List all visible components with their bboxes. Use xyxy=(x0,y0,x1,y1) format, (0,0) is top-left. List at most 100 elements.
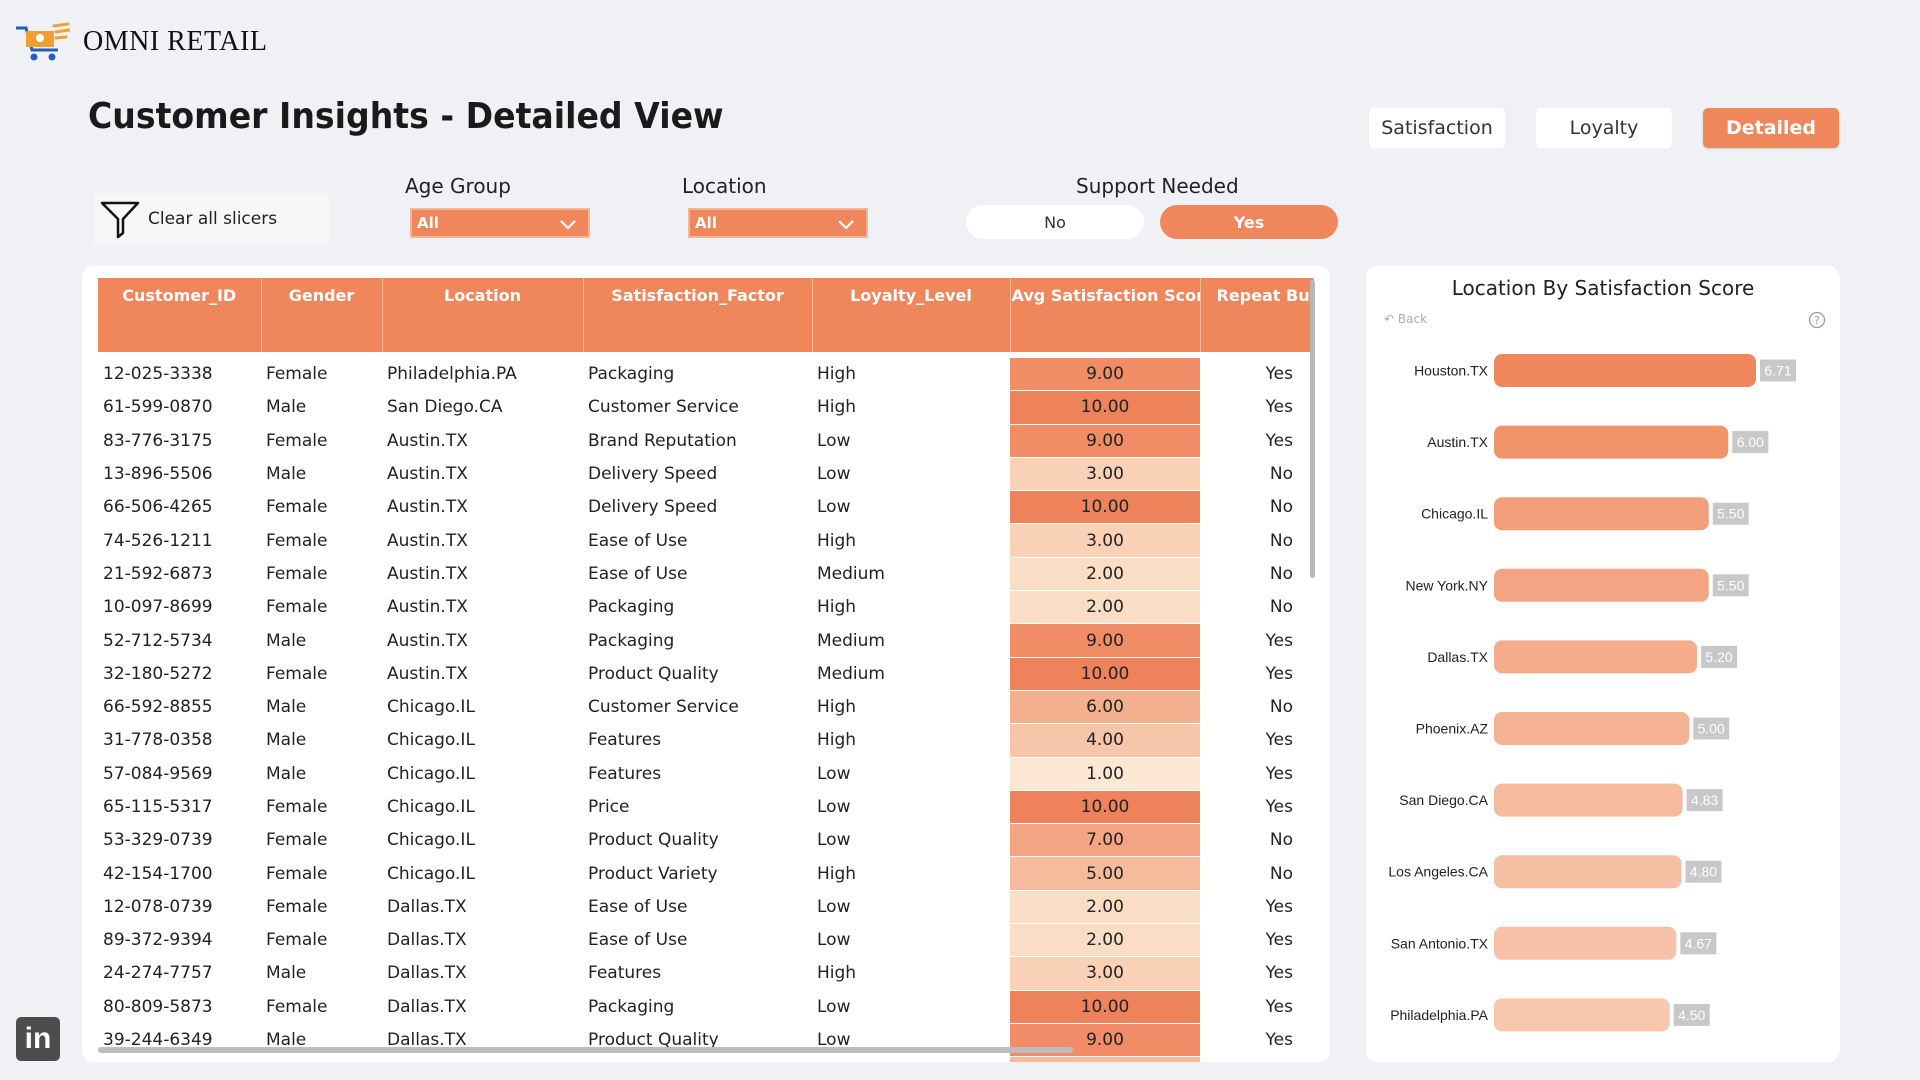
column-header-gender[interactable]: Gender xyxy=(261,278,383,352)
vertical-scrollbar[interactable] xyxy=(1310,280,1315,578)
cell-avg-score: 2.00 xyxy=(1010,557,1200,592)
cell-satisfaction-factor: Features xyxy=(588,763,662,784)
cell-location: Chicago.IL xyxy=(387,863,475,884)
bar[interactable] xyxy=(1494,568,1709,602)
table-row[interactable]: 10-097-8699 Female Austin.TX Packaging High 2… xyxy=(98,590,1313,625)
back-button[interactable]: ↶ Back xyxy=(1384,312,1427,326)
horizontal-scrollbar[interactable] xyxy=(98,1047,1073,1053)
bar-category-label: Phoenix.AZ xyxy=(1416,721,1489,737)
chart-panel: Houston.TX 6.71 Austin.TX 6.00 Chicago.IL 5.5… xyxy=(1366,266,1840,1062)
table-row[interactable]: 66-592-8855 Male Chicago.IL Customer Servic… xyxy=(98,690,1313,725)
back-arrow-icon: ↶ xyxy=(1384,312,1395,326)
bar[interactable] xyxy=(1494,354,1756,387)
help-icon[interactable]: ? xyxy=(1808,311,1826,329)
table-row[interactable]: 12-078-0739 Female Dallas.TX Ease of Use Low… xyxy=(98,890,1313,925)
cell-satisfaction-factor: Product Quality xyxy=(588,830,719,851)
cell-gender: Male xyxy=(266,697,307,718)
cell-loyalty-level: Low xyxy=(817,830,851,851)
bar[interactable] xyxy=(1494,712,1690,745)
bar-value-badge xyxy=(1712,574,1749,597)
cell-repeat-buy: Yes xyxy=(1265,663,1293,684)
table-row[interactable]: 12-025-3338 Female Philadelphia.PA Packagin… xyxy=(98,358,1313,392)
cell-repeat-buy: No xyxy=(1269,563,1293,584)
bar-category-label: Chicago.IL xyxy=(1421,506,1488,522)
bar[interactable] xyxy=(1494,497,1709,531)
table-row[interactable]: 74-526-1211 Female Austin.TX Ease of Use Hig… xyxy=(98,523,1313,558)
cell-avg-score: 10.00 xyxy=(1010,790,1200,825)
cell-customer-id: 13-896-5506 xyxy=(103,464,213,485)
table-row[interactable]: 83-776-3175 Female Austin.TX Brand Reputati… xyxy=(98,424,1313,458)
back-label: Back xyxy=(1397,312,1428,326)
cell-repeat-buy: Yes xyxy=(1265,1030,1293,1051)
cell-repeat-buy: No xyxy=(1269,830,1293,851)
cell-customer-id: 12-025-3338 xyxy=(103,364,213,385)
table-row[interactable]: 57-084-9569 Male Chicago.IL Features Low 1.00… xyxy=(98,757,1313,791)
age-group-dropdown[interactable]: All xyxy=(410,208,590,238)
linkedin-icon[interactable]: in xyxy=(16,1017,60,1061)
table-row[interactable]: 42-154-1700 Female Chicago.IL Product Varie… xyxy=(98,856,1313,891)
bar[interactable] xyxy=(1494,640,1698,674)
column-header-satisfaction-factor[interactable]: Satisfaction_Factor xyxy=(583,278,813,352)
cell-avg-score: 10.00 xyxy=(1010,657,1200,691)
table-row[interactable]: 65-115-5317 Female Chicago.IL Price Low 10.00… xyxy=(98,790,1313,825)
bar[interactable] xyxy=(1494,425,1729,459)
cell-gender: Female xyxy=(266,430,328,451)
cell-satisfaction-factor: Ease of Use xyxy=(588,930,688,951)
cell-customer-id: 61-599-0870 xyxy=(103,397,213,418)
bar-category-label: Dallas.TX xyxy=(1427,649,1488,665)
cell-customer-id: 80-809-5873 xyxy=(103,996,213,1017)
cell-avg-score: 3.00 xyxy=(1010,956,1200,991)
nav-detailed-button[interactable]: Detailed xyxy=(1703,108,1839,148)
location-dropdown[interactable]: All xyxy=(688,208,868,238)
table-row[interactable]: 89-372-9394 Female Dallas.TX Ease of Use Low… xyxy=(98,923,1313,958)
table-row[interactable]: 66-506-4265 Female Austin.TX Delivery Speed… xyxy=(98,490,1313,525)
cell-location: Dallas.TX xyxy=(387,996,467,1017)
bar-value-label: 6.00 xyxy=(1737,434,1764,450)
cell-customer-id: 32-180-5272 xyxy=(103,663,213,684)
table-row[interactable]: 31-778-0358 Male Chicago.IL Features High 4.0… xyxy=(98,723,1313,758)
nav-satisfaction-button[interactable]: Satisfaction xyxy=(1369,108,1505,148)
cell-loyalty-level: Low xyxy=(817,464,851,485)
table-row[interactable]: 30-737-8314MaleHouston.TXCustomer Servic… xyxy=(98,1056,1313,1062)
chevron-down-icon xyxy=(838,220,854,230)
cell-customer-id: 21-592-6873 xyxy=(103,563,213,584)
cell-location: Chicago.IL xyxy=(387,730,475,751)
bar[interactable] xyxy=(1494,855,1682,889)
bar-value-badge xyxy=(1686,789,1723,812)
bar[interactable] xyxy=(1494,998,1670,1032)
cell-gender: Female xyxy=(266,530,328,551)
cell-satisfaction-factor: Ease of Use xyxy=(588,896,688,917)
cell-satisfaction-factor: Packaging xyxy=(588,597,675,618)
cell-satisfaction-factor: Product Variety xyxy=(588,863,718,884)
table-row[interactable]: 24-274-7757 Male Dallas.TX Features High 3.00… xyxy=(98,956,1313,991)
bar-value-badge xyxy=(1685,860,1722,883)
cell-satisfaction-factor: Customer Service xyxy=(583,1057,812,1062)
support-no-toggle[interactable]: No xyxy=(966,205,1144,239)
bar-value-badge xyxy=(1760,359,1796,382)
table-row[interactable]: 13-896-5506 Male Austin.TX Delivery Speed Lo… xyxy=(98,457,1313,492)
table-row[interactable]: 21-592-6873 Female Austin.TX Ease of Use Med… xyxy=(98,557,1313,592)
bar[interactable] xyxy=(1494,926,1677,960)
cell-repeat-buy: No xyxy=(1200,1057,1313,1062)
table-row[interactable]: 80-809-5873 Female Dallas.TX Packaging Low 10… xyxy=(98,990,1313,1024)
table-row[interactable]: 53-329-0739 Female Chicago.IL Product Quali… xyxy=(98,823,1313,858)
column-header-loyalty-level[interactable]: Loyalty_Level xyxy=(812,278,1011,352)
table-row[interactable]: 32-180-5272 Female Austin.TX Product Qualit… xyxy=(98,657,1313,691)
clear-slicers-button[interactable]: Clear all slicers xyxy=(94,193,329,245)
column-header-repeat-buy[interactable]: Repeat Buy xyxy=(1200,278,1314,352)
nav-loyalty-button[interactable]: Loyalty xyxy=(1536,108,1672,148)
bar[interactable] xyxy=(1494,783,1683,817)
bar-value-badge xyxy=(1693,717,1730,740)
cell-repeat-buy: No xyxy=(1269,697,1293,718)
table-row[interactable]: 52-712-5734 Male Austin.TX Packaging Medium 9… xyxy=(98,623,1313,658)
cell-avg-score: 5.00 xyxy=(1010,856,1200,891)
column-header-avg-satisfaction-score[interactable]: Avg Satisfaction Score xyxy=(1010,278,1201,352)
table-row[interactable]: 61-599-0870 Male San Diego.CA Customer Serv… xyxy=(98,390,1313,425)
location-value: All xyxy=(695,214,717,232)
support-yes-toggle[interactable]: Yes xyxy=(1160,205,1338,239)
column-header-location[interactable]: Location xyxy=(382,278,584,352)
table-row[interactable]: 39-244-6349 Male Dallas.TX Product Quality L… xyxy=(98,1023,1313,1058)
column-header-customer-id[interactable]: Customer_ID xyxy=(98,278,262,352)
chevron-down-icon xyxy=(560,220,576,230)
cell-avg-score: 9.00 xyxy=(1010,358,1200,392)
